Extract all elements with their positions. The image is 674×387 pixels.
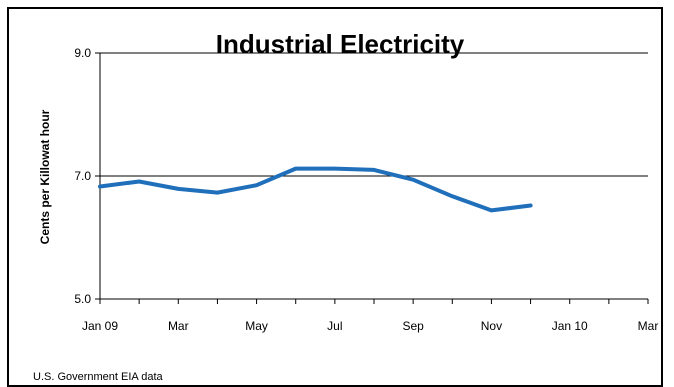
chart-frame xyxy=(7,7,663,387)
gridlines xyxy=(100,52,648,177)
series-layer xyxy=(98,166,533,213)
y-ticks: 5.0 7.0 9.0 xyxy=(74,46,100,306)
footnote: U.S. Government EIA data xyxy=(33,371,164,381)
x-tick-label: Nov xyxy=(481,319,502,333)
x-tick-label: Sep xyxy=(402,319,424,333)
series-line-0 xyxy=(98,166,533,213)
x-tick-label: Mar xyxy=(638,319,659,333)
y-tick-label: 5.0 xyxy=(74,292,91,306)
y-tick-label: 7.0 xyxy=(74,169,91,183)
x-tick-label: Jan 09 xyxy=(82,319,118,333)
y-tick-label: 9.0 xyxy=(74,46,91,60)
chart-title: Industrial Electricity xyxy=(216,29,465,59)
x-tick-label: Jan 10 xyxy=(552,319,588,333)
x-tick-label: Jul xyxy=(327,319,342,333)
x-tick-label: May xyxy=(245,319,268,333)
x-tick-label: Mar xyxy=(168,319,189,333)
y-axis-label: Cents per Killowat hour xyxy=(38,109,52,244)
x-ticks: Jan 09 Mar May Jul Sep Nov Jan 10 Mar xyxy=(82,299,658,333)
